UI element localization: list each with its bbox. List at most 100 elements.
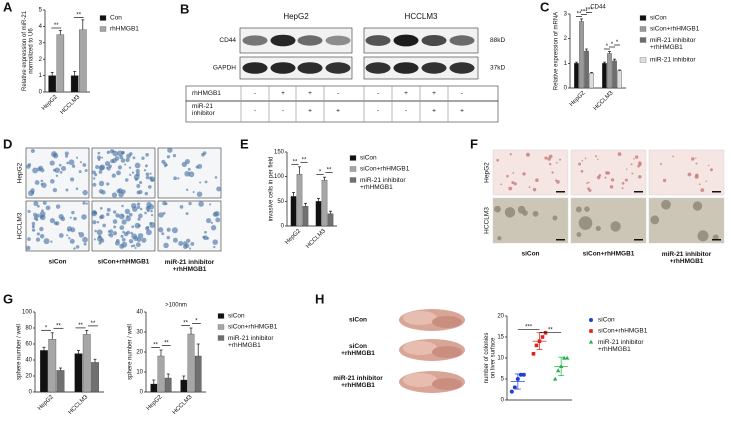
cell bbox=[216, 186, 222, 192]
cell bbox=[198, 201, 204, 207]
cell bbox=[66, 161, 69, 165]
size-label: 88kD bbox=[490, 37, 505, 44]
cell bbox=[39, 233, 45, 239]
cell bbox=[78, 232, 81, 235]
row-label: HCCLM3 bbox=[484, 207, 491, 234]
blot-band bbox=[242, 35, 268, 46]
cell bbox=[186, 238, 191, 243]
significance-label: * bbox=[616, 40, 619, 46]
cell bbox=[105, 161, 111, 167]
cell bbox=[107, 230, 111, 233]
cell bbox=[31, 191, 35, 195]
y-tick-label: 20 bbox=[136, 350, 143, 356]
sphere bbox=[691, 157, 695, 161]
cell bbox=[135, 242, 141, 248]
cell bbox=[106, 182, 110, 186]
cell bbox=[64, 151, 69, 156]
cell bbox=[53, 221, 58, 226]
y-tick-label: 100 bbox=[274, 174, 285, 180]
panel-letter: B bbox=[180, 1, 189, 16]
cell bbox=[132, 244, 136, 248]
cell bbox=[204, 180, 208, 184]
blot-band bbox=[449, 62, 475, 74]
sphere bbox=[581, 159, 584, 162]
cell bbox=[172, 153, 177, 158]
column-label: siCon+rhHMGB1 bbox=[98, 259, 150, 266]
cell bbox=[71, 210, 75, 215]
cell bbox=[141, 156, 145, 160]
y-tick-label: 0 bbox=[140, 390, 144, 396]
panel-letter: C bbox=[540, 0, 550, 14]
sphere bbox=[697, 230, 709, 242]
bar bbox=[180, 379, 188, 393]
bar bbox=[150, 383, 158, 393]
bar bbox=[74, 353, 83, 393]
sphere bbox=[549, 162, 552, 166]
cell bbox=[171, 227, 178, 234]
cell bbox=[190, 241, 195, 246]
legend-swatch bbox=[639, 57, 647, 63]
cell bbox=[128, 212, 133, 217]
sphere bbox=[698, 183, 701, 186]
x-tick-label: HCCLM3 bbox=[172, 394, 194, 416]
cell bbox=[81, 214, 87, 220]
significance-label: *** bbox=[586, 8, 594, 14]
y-tick-label: 20 bbox=[497, 314, 504, 320]
x-tick-label: HepG2 bbox=[41, 94, 59, 112]
scale-bar bbox=[556, 191, 565, 193]
column-label: siCon bbox=[48, 259, 66, 266]
treatment-label: miR-21 inhibitor bbox=[192, 103, 216, 117]
legend-swatch bbox=[217, 324, 225, 330]
cell bbox=[134, 162, 141, 169]
cell bbox=[166, 227, 171, 232]
cell bbox=[94, 211, 98, 215]
cell bbox=[98, 241, 102, 245]
y-tick-label: 50 bbox=[277, 199, 284, 205]
cell bbox=[50, 179, 55, 184]
cell bbox=[117, 150, 123, 157]
cell bbox=[139, 207, 143, 211]
sphere bbox=[672, 155, 674, 158]
legend-swatch bbox=[217, 335, 225, 341]
sphere bbox=[596, 175, 601, 180]
significance-label: * bbox=[195, 319, 198, 325]
sphere bbox=[587, 181, 590, 184]
legend-label: siCon+rhHMGB1 bbox=[598, 328, 648, 335]
micrograph bbox=[492, 149, 569, 196]
sphere bbox=[609, 185, 614, 189]
cell bbox=[188, 201, 192, 206]
liver-lobe bbox=[403, 311, 437, 325]
dot bbox=[512, 385, 517, 390]
cell bbox=[41, 209, 44, 212]
cell bbox=[32, 167, 39, 174]
significance-label: * bbox=[611, 42, 614, 48]
cell bbox=[31, 221, 36, 226]
cell bbox=[118, 191, 124, 198]
cell bbox=[96, 229, 103, 236]
bar bbox=[48, 339, 57, 393]
cell bbox=[40, 179, 44, 183]
cell bbox=[138, 213, 143, 219]
cell bbox=[38, 165, 44, 171]
cell bbox=[92, 182, 97, 187]
bar bbox=[617, 70, 622, 89]
x-tick-label: HepG2 bbox=[37, 394, 55, 412]
cell bbox=[96, 235, 103, 242]
cell-line-label: HCCLM3 bbox=[405, 12, 438, 21]
column-label: siCon+rhHMGB1 bbox=[583, 251, 635, 258]
cell bbox=[58, 233, 64, 238]
legend-swatch bbox=[99, 26, 107, 32]
cell bbox=[124, 208, 131, 215]
y-tick-label: 10 bbox=[497, 356, 504, 362]
micrograph bbox=[570, 197, 647, 244]
cell bbox=[111, 173, 116, 178]
micrograph-bg bbox=[648, 197, 725, 244]
cell bbox=[113, 225, 117, 229]
y-tick-label: 100 bbox=[22, 310, 33, 316]
cell bbox=[192, 190, 195, 194]
cell bbox=[25, 245, 31, 251]
bar bbox=[302, 206, 309, 227]
bar bbox=[70, 75, 79, 93]
treatment-sign: - bbox=[405, 108, 407, 115]
cell bbox=[79, 161, 82, 164]
